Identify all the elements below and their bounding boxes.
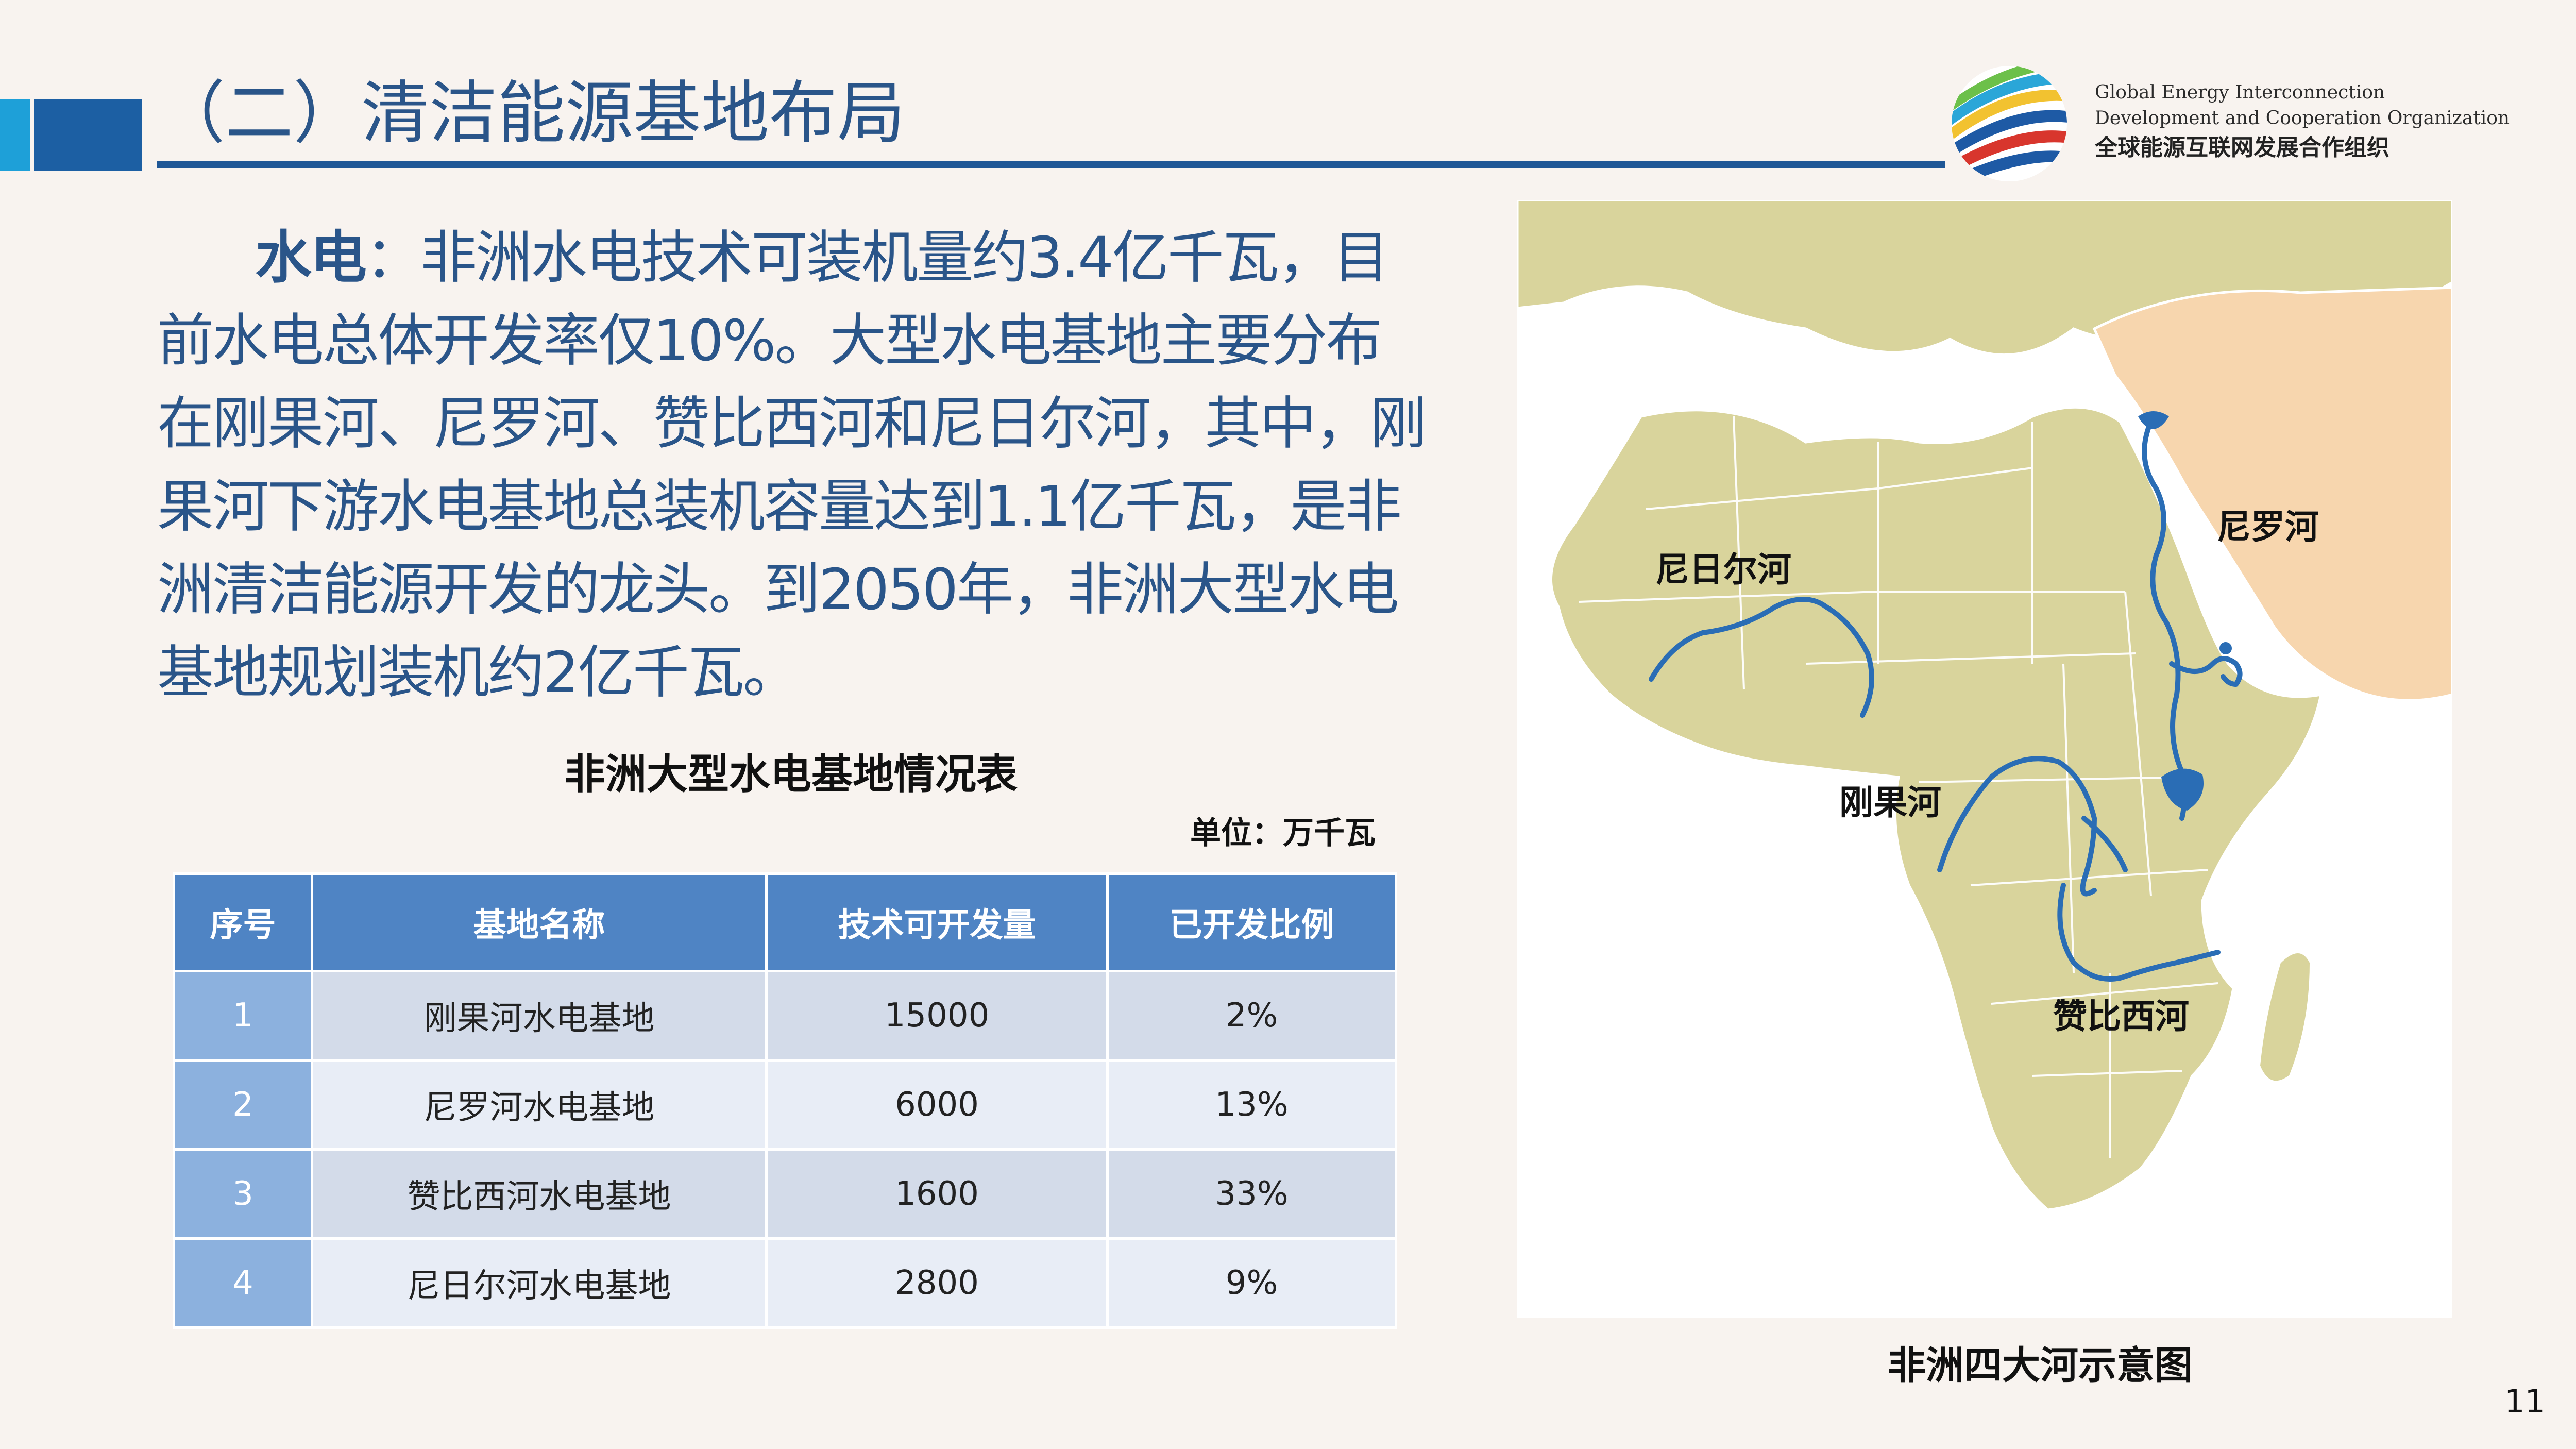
table-header-row: 序号 基地名称 技术可开发量 已开发比例 bbox=[173, 872, 1397, 972]
table-cell-capacity: 2800 bbox=[765, 1237, 1109, 1329]
table-cell-name: 尼日尔河水电基地 bbox=[311, 1237, 768, 1329]
congo-river-branch bbox=[2081, 816, 2128, 872]
madagascar-landmass bbox=[2258, 951, 2312, 1083]
niger-river bbox=[1649, 597, 1874, 718]
table-cell-index: 2 bbox=[173, 1059, 313, 1151]
table-header-cell: 已开发比例 bbox=[1106, 872, 1397, 972]
header-divider bbox=[157, 161, 1945, 168]
lakes bbox=[2138, 411, 2232, 811]
nile-river bbox=[2142, 419, 2187, 821]
table-cell-capacity: 15000 bbox=[765, 970, 1109, 1062]
table-cell-ratio: 9% bbox=[1106, 1237, 1397, 1329]
map-label-zambezi: 赞比西河 bbox=[2053, 997, 2189, 1036]
table-header-cell: 技术可开发量 bbox=[765, 872, 1109, 972]
table-cell-index: 1 bbox=[173, 970, 313, 1062]
zambezi-river bbox=[2057, 883, 2221, 982]
table-cell-capacity: 6000 bbox=[765, 1059, 1109, 1151]
table-header-cell: 基地名称 bbox=[311, 872, 768, 972]
table-cell-name: 尼罗河水电基地 bbox=[311, 1059, 768, 1151]
geidco-logo-icon bbox=[1947, 62, 2071, 186]
table-row: 1 刚果河水电基地 15000 2% bbox=[173, 970, 1397, 1062]
hydropower-paragraph: 水电：非洲水电技术可装机量约3.4亿千瓦，目前水电总体开发率仅10%。大型水电基… bbox=[157, 216, 1430, 714]
map-label-congo: 刚果河 bbox=[1839, 783, 1941, 822]
table-cell-ratio: 33% bbox=[1106, 1148, 1397, 1240]
org-name-en-line2: Development and Cooperation Organization bbox=[2095, 108, 2510, 129]
page-title: （二）清洁能源基地布局 bbox=[157, 74, 905, 153]
congo-river bbox=[1937, 756, 2097, 897]
map-caption: 非洲四大河示意图 bbox=[1888, 1343, 2193, 1388]
table-cell-capacity: 1600 bbox=[765, 1148, 1109, 1240]
table-cell-ratio: 13% bbox=[1106, 1059, 1397, 1151]
page-number: 11 bbox=[2504, 1383, 2545, 1420]
table-title: 非洲大型水电基地情况表 bbox=[564, 750, 1018, 798]
table-cell-name: 刚果河水电基地 bbox=[311, 970, 768, 1062]
table-cell-name: 赞比西河水电基地 bbox=[311, 1148, 768, 1240]
lake-victoria bbox=[2161, 768, 2204, 811]
header-accent-light bbox=[0, 99, 30, 171]
arabia-landmass bbox=[2092, 286, 2452, 702]
africa-rivers-map: 尼日尔河 尼罗河 刚果河 赞比西河 bbox=[1517, 200, 2452, 1318]
org-name-cn: 全球能源互联网发展合作组织 bbox=[2095, 134, 2389, 161]
country-borders bbox=[1579, 416, 2218, 1158]
lake-tana bbox=[2219, 642, 2232, 654]
table-row: 3 赞比西河水电基地 1600 33% bbox=[173, 1148, 1397, 1240]
table-cell-ratio: 2% bbox=[1106, 970, 1397, 1062]
map-label-nile: 尼罗河 bbox=[2217, 507, 2319, 547]
table-unit: 单位：万千瓦 bbox=[1190, 815, 1376, 851]
lake-nasser bbox=[2138, 411, 2169, 429]
table-cell-index: 3 bbox=[173, 1148, 313, 1240]
map-label-niger: 尼日尔河 bbox=[1655, 550, 1791, 589]
blue-nile-river bbox=[2169, 656, 2243, 687]
header-accent-dark bbox=[34, 99, 142, 171]
org-name-en-line1: Global Energy Interconnection bbox=[2095, 82, 2385, 103]
table-header-cell: 序号 bbox=[173, 872, 313, 972]
hydropower-table: 序号 基地名称 技术可开发量 已开发比例 1 刚果河水电基地 15000 2% … bbox=[173, 872, 1397, 1329]
africa-landmass bbox=[1549, 406, 2323, 1211]
paragraph-lead: 水电 bbox=[255, 225, 367, 291]
paragraph-text: ：非洲水电技术可装机量约3.4亿千瓦，目前水电总体开发率仅10%。大型水电基地主… bbox=[157, 225, 1427, 705]
table-row: 4 尼日尔河水电基地 2800 9% bbox=[173, 1237, 1397, 1329]
table-row: 2 尼罗河水电基地 6000 13% bbox=[173, 1059, 1397, 1151]
table-cell-index: 4 bbox=[173, 1237, 313, 1329]
organization-name: Global Energy Interconnection Developmen… bbox=[2095, 80, 2558, 164]
